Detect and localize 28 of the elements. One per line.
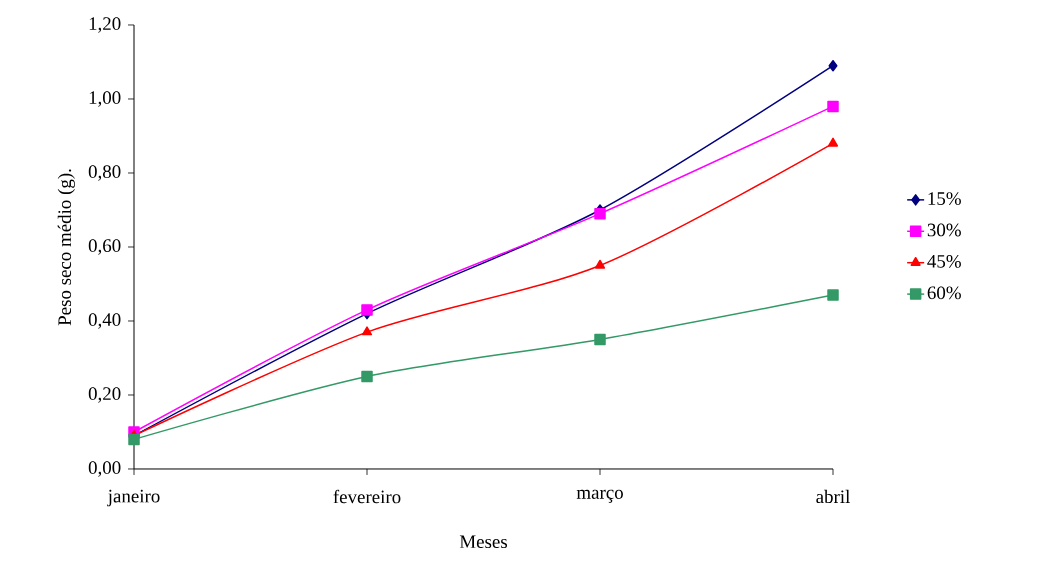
legend-label: 15% bbox=[928, 192, 961, 205]
x-tick-label: março bbox=[576, 489, 623, 503]
point bbox=[361, 370, 373, 383]
x-tick-label: janeiro bbox=[107, 489, 160, 507]
y-axis-title: Peso seco médio (g). bbox=[57, 169, 75, 326]
legend-label: 45% bbox=[927, 254, 961, 268]
point bbox=[128, 433, 140, 446]
y-tick-label: 1,00 bbox=[89, 91, 121, 107]
point bbox=[594, 207, 606, 220]
point bbox=[361, 326, 373, 336]
y-tick-label: 0,20 bbox=[88, 387, 121, 403]
x-tick-label: abril bbox=[816, 489, 850, 504]
y-tick-label: 0,40 bbox=[88, 313, 121, 329]
x-axis-title: Meses bbox=[459, 535, 508, 549]
point bbox=[827, 289, 839, 301]
y-tick-label: 0,80 bbox=[88, 165, 121, 181]
y-tick-label: 0,00 bbox=[88, 461, 121, 477]
point bbox=[361, 304, 373, 316]
y-tick-label: 1,20 bbox=[89, 17, 121, 33]
point bbox=[827, 100, 839, 113]
legend-label: 30% bbox=[927, 223, 961, 237]
point bbox=[594, 259, 606, 269]
point bbox=[594, 333, 606, 346]
point bbox=[827, 137, 839, 147]
legend-label: 60% bbox=[927, 286, 961, 300]
point bbox=[828, 59, 838, 72]
x-tick-label: fevereiro bbox=[333, 489, 401, 504]
y-tick-label: 0,60 bbox=[88, 239, 121, 255]
